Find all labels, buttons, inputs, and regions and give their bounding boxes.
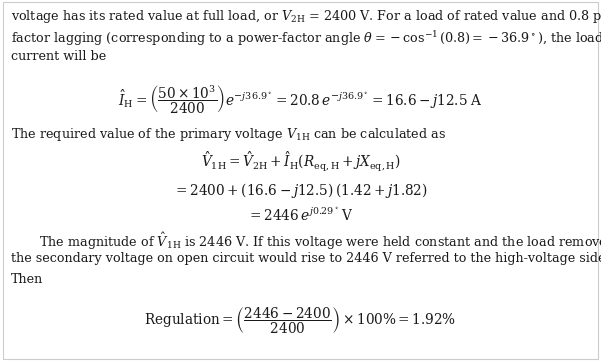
Text: $= 2400 + (16.6 - j12.5)\,(1.42 + j1.82)$: $= 2400 + (16.6 - j12.5)\,(1.42 + j1.82)… bbox=[173, 180, 428, 200]
Text: current will be: current will be bbox=[11, 50, 106, 63]
Text: voltage has its rated value at full load, or $V_{\mathrm{2H}}$ = 2400 V. For a l: voltage has its rated value at full load… bbox=[11, 8, 601, 25]
Text: the secondary voltage on open circuit would rise to 2446 V referred to the high-: the secondary voltage on open circuit wo… bbox=[11, 252, 601, 265]
Text: The magnitude of $\hat{V}_{\mathrm{1H}}$ is 2446 V. If this voltage were held co: The magnitude of $\hat{V}_{\mathrm{1H}}$… bbox=[39, 231, 601, 252]
Text: Then: Then bbox=[11, 273, 43, 286]
Text: $= 2446\,e^{j0.29^\circ}\,\mathrm{V}$: $= 2446\,e^{j0.29^\circ}\,\mathrm{V}$ bbox=[247, 206, 354, 224]
Text: $\hat{V}_{\mathrm{1H}} = \hat{V}_{\mathrm{2H}} + \hat{I}_{\mathrm{H}}(R_{\mathrm: $\hat{V}_{\mathrm{1H}} = \hat{V}_{\mathr… bbox=[201, 150, 400, 174]
Text: factor lagging (corresponding to a power-factor angle $\theta = -\cos^{-1}(0.8) : factor lagging (corresponding to a power… bbox=[11, 29, 601, 48]
Text: $\hat{I}_{\mathrm{H}} = \left(\dfrac{50 \times 10^3}{2400}\right)e^{-j36.9^\circ: $\hat{I}_{\mathrm{H}} = \left(\dfrac{50 … bbox=[118, 83, 483, 116]
Text: $\mathrm{Regulation} = \left(\dfrac{2446 - 2400}{2400}\right) \times 100\% = 1.9: $\mathrm{Regulation} = \left(\dfrac{2446… bbox=[144, 306, 457, 336]
Text: The required value of the primary voltage $V_{\mathrm{1H}}$ can be calculated as: The required value of the primary voltag… bbox=[11, 126, 446, 143]
